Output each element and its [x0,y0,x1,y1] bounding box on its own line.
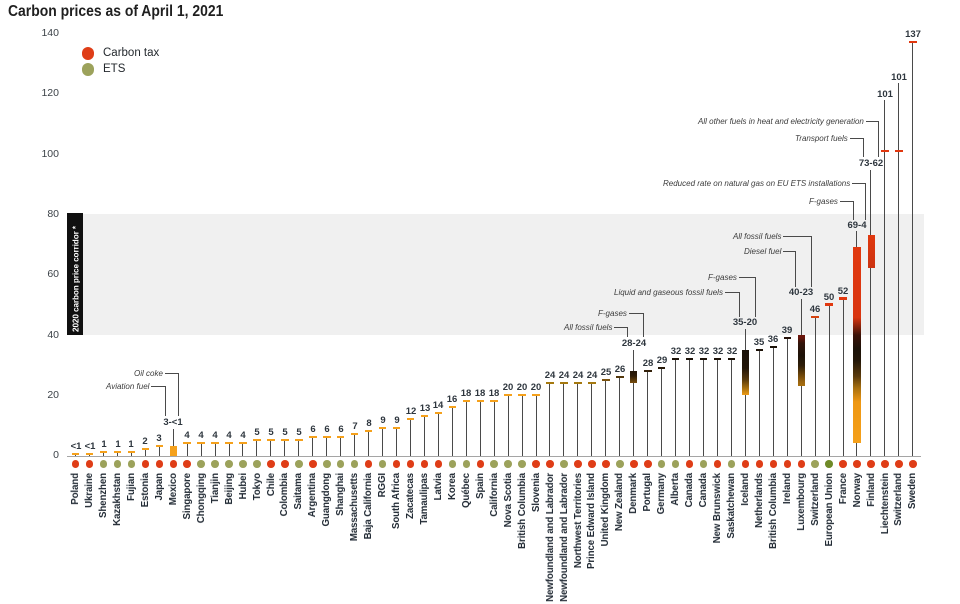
svg-text:2020 carbon price corridor *: 2020 carbon price corridor * [71,226,80,333]
